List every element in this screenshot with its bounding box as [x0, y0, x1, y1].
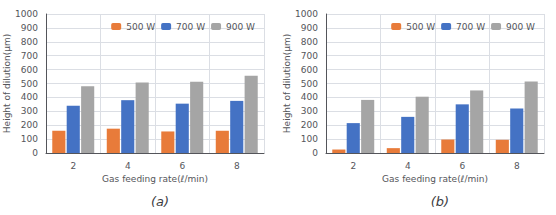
svg-text:4: 4 [125, 161, 131, 171]
svg-text:8: 8 [234, 161, 240, 171]
svg-text:0: 0 [32, 148, 38, 158]
svg-text:900: 900 [21, 23, 38, 33]
svg-text:400: 400 [21, 92, 38, 102]
svg-text:800: 800 [21, 37, 38, 47]
svg-text:8: 8 [514, 161, 520, 171]
svg-text:900: 900 [301, 23, 318, 33]
svg-text:900 W: 900 W [506, 22, 535, 32]
svg-text:600: 600 [301, 65, 318, 75]
svg-text:700 W: 700 W [456, 22, 485, 32]
svg-text:100: 100 [301, 134, 318, 144]
svg-text:1000: 1000 [15, 9, 38, 19]
svg-text:700: 700 [301, 51, 318, 61]
svg-text:Height of dilution(μm): Height of dilution(μm) [2, 34, 12, 133]
svg-text:600: 600 [21, 65, 38, 75]
svg-text:6: 6 [179, 161, 185, 171]
svg-text:100: 100 [21, 134, 38, 144]
svg-text:200: 200 [21, 120, 38, 130]
svg-text:300: 300 [301, 106, 318, 116]
svg-text:1000: 1000 [295, 9, 318, 19]
svg-text:500 W: 500 W [126, 22, 155, 32]
svg-text:0: 0 [312, 148, 318, 158]
svg-text:500: 500 [301, 79, 318, 89]
svg-text:(b): (b) [431, 194, 449, 209]
svg-text:Gas feeding rate(ℓ/min): Gas feeding rate(ℓ/min) [102, 174, 208, 184]
svg-text:300: 300 [21, 106, 38, 116]
svg-text:700 W: 700 W [176, 22, 205, 32]
svg-text:500: 500 [21, 79, 38, 89]
svg-text:200: 200 [301, 120, 318, 130]
svg-text:900 W: 900 W [226, 22, 255, 32]
svg-text:500 W: 500 W [406, 22, 435, 32]
svg-text:6: 6 [459, 161, 465, 171]
svg-text:2: 2 [350, 161, 356, 171]
svg-text:Gas feeding rate(ℓ/min): Gas feeding rate(ℓ/min) [382, 174, 488, 184]
svg-text:(a): (a) [151, 194, 169, 209]
svg-text:4: 4 [405, 161, 411, 171]
svg-text:2: 2 [70, 161, 76, 171]
svg-text:400: 400 [301, 92, 318, 102]
svg-text:700: 700 [21, 51, 38, 61]
svg-text:800: 800 [301, 37, 318, 47]
svg-text:Height of dilution(μm): Height of dilution(μm) [282, 34, 292, 133]
